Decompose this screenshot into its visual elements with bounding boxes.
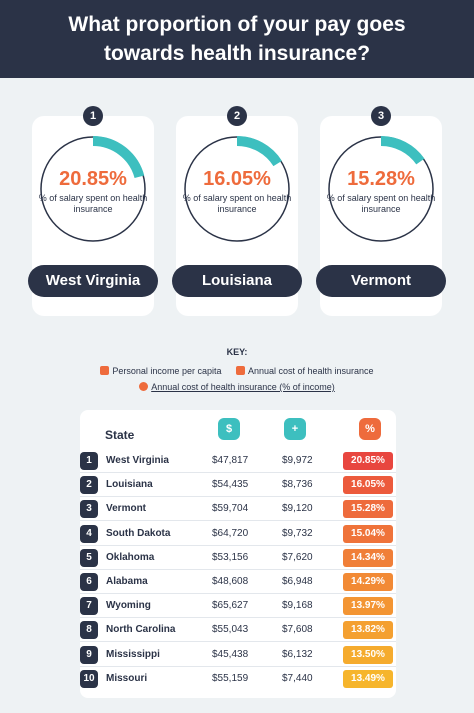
- table-row: 4 South Dakota $64,720 $9,732 15.04%: [80, 522, 396, 546]
- row-income: $59,704: [212, 503, 249, 515]
- table-row: 5 Oklahoma $53,156 $7,620 14.34%: [80, 546, 396, 570]
- row-divider: [80, 472, 396, 473]
- row-divider: [80, 544, 396, 546]
- table-row: 6 Alabama $48,608 $6,948 14.29%: [80, 570, 396, 594]
- row-income: $55,043: [212, 624, 249, 636]
- pct-value: 20.85%: [59, 168, 127, 190]
- row-income: $45,438: [212, 648, 249, 660]
- row-divider: [80, 641, 396, 643]
- row-pct-badge: 13.50%: [343, 645, 393, 664]
- row-rank: 1: [80, 452, 98, 470]
- row-pct-badge: 20.85%: [343, 452, 393, 470]
- row-state: Mississippi: [106, 648, 160, 660]
- row-pct-badge: 15.04%: [343, 524, 393, 543]
- state-pill: West Virginia: [28, 265, 158, 297]
- row-insurance-cost: $6,948: [282, 576, 313, 587]
- row-rank: 9: [80, 645, 98, 664]
- row-divider: [80, 593, 396, 594]
- medical-kit-icon: [235, 366, 245, 375]
- row-state: Alabama: [106, 576, 148, 587]
- row-pct-badge: 15.28%: [343, 500, 393, 519]
- row-rank: 4: [80, 524, 98, 543]
- row-rank: 7: [80, 597, 98, 616]
- key-cost-label: Annual cost of health insurance: [247, 366, 374, 376]
- row-income: $65,627: [212, 600, 249, 612]
- header-banner: What proportion of your pay goes towards…: [0, 0, 474, 78]
- row-insurance-cost: $7,620: [282, 551, 313, 563]
- row-income: $64,720: [212, 527, 249, 539]
- coins-icon: [100, 366, 110, 375]
- row-rank: 6: [80, 573, 98, 591]
- percentage-ring: [40, 136, 146, 242]
- row-rank: 8: [80, 621, 98, 640]
- row-pct-badge: 14.34%: [343, 548, 393, 567]
- row-state: North Carolina: [106, 624, 176, 636]
- row-divider: [80, 665, 396, 667]
- row-insurance-cost: $9,120: [282, 503, 313, 515]
- coins-icon: $: [218, 418, 240, 440]
- row-state: Wyoming: [106, 600, 151, 612]
- rank-badge: 1: [83, 106, 103, 126]
- pct-caption: % of salary spent on health insurance: [326, 193, 436, 214]
- row-insurance-cost: $6,132: [282, 648, 313, 660]
- row-state: Vermont: [106, 503, 147, 515]
- row-rank: 3: [80, 500, 98, 519]
- percent-icon: [139, 382, 149, 391]
- table-row: 8 North Carolina $55,043 $7,608 13.82%: [80, 618, 396, 643]
- row-divider: [80, 568, 396, 570]
- pct-caption: % of salary spent on health insurance: [182, 193, 292, 214]
- row-insurance-cost: $8,736: [282, 479, 313, 491]
- row-insurance-cost: $7,608: [282, 624, 313, 636]
- percentage-ring: [184, 136, 290, 242]
- table-row: 9 Mississippi $45,438 $6,132 13.50%: [80, 643, 396, 667]
- pct-value: 16.05%: [203, 168, 271, 190]
- state-pill: Vermont: [316, 265, 446, 297]
- rank-badge: 3: [371, 106, 391, 126]
- row-income: $55,159: [212, 672, 249, 684]
- row-insurance-cost: $9,732: [282, 527, 313, 539]
- row-pct-badge: 14.29%: [343, 573, 393, 591]
- pct-caption: % of salary spent on health insurance: [38, 193, 148, 214]
- medical-kit-icon: +: [284, 418, 306, 440]
- table-row: 10 Missouri $55,159 $7,440 13.49%: [80, 667, 396, 691]
- percent-icon: %: [359, 418, 381, 440]
- pct-value: 15.28%: [347, 168, 415, 190]
- row-insurance-cost: $9,168: [282, 600, 313, 612]
- state-column-header: State: [105, 428, 135, 442]
- row-state: Louisiana: [106, 479, 153, 491]
- row-rank: 2: [80, 476, 98, 495]
- state-pill: Louisiana: [172, 265, 302, 297]
- row-state: Missouri: [106, 672, 148, 684]
- table-row: 3 Vermont $59,704 $9,120 15.28%: [80, 497, 396, 522]
- row-state: South Dakota: [106, 527, 171, 539]
- row-pct-badge: 16.05%: [343, 476, 393, 495]
- row-income: $53,156: [212, 551, 249, 563]
- key-row: Personal income per capita Annual cost o…: [0, 366, 474, 376]
- row-income: $48,608: [212, 576, 249, 587]
- key-income-label: Personal income per capita: [112, 366, 222, 376]
- row-state: Oklahoma: [106, 551, 155, 563]
- row-pct-badge: 13.97%: [343, 597, 393, 616]
- key-row: Annual cost of health insurance (% of in…: [0, 382, 474, 392]
- row-state: West Virginia: [106, 455, 169, 466]
- row-divider: [80, 496, 396, 498]
- row-insurance-cost: $9,972: [282, 455, 313, 466]
- key-title: KEY:: [226, 347, 248, 357]
- row-rank: 10: [80, 669, 98, 688]
- row-income: $54,435: [212, 479, 249, 491]
- row-rank: 5: [80, 548, 98, 567]
- table-row: 1 West Virginia $47,817 $9,972 20.85%: [80, 449, 396, 473]
- row-insurance-cost: $7,440: [282, 672, 313, 684]
- key-pct-label: Annual cost of health insurance (% of in…: [151, 382, 335, 392]
- table-row: 7 Wyoming $65,627 $9,168 13.97%: [80, 594, 396, 619]
- row-income: $47,817: [212, 455, 249, 466]
- row-pct-badge: 13.49%: [343, 669, 393, 688]
- page-title: What proportion of your pay goes towards…: [68, 13, 406, 65]
- percentage-ring: [328, 136, 434, 242]
- table-row: 2 Louisiana $54,435 $8,736 16.05%: [80, 473, 396, 498]
- row-divider: [80, 617, 396, 619]
- row-pct-badge: 13.82%: [343, 621, 393, 640]
- row-divider: [80, 520, 396, 522]
- rank-badge: 2: [227, 106, 247, 126]
